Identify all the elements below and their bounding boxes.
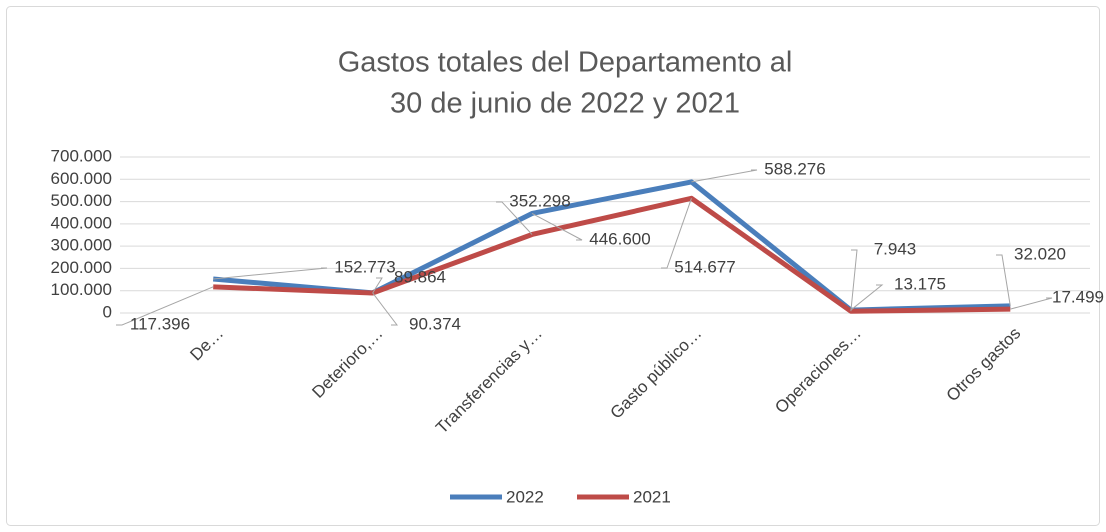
y-tick-label: 0 — [103, 302, 112, 321]
data-label: 17.499 — [1052, 287, 1104, 306]
data-label: 32.020 — [1014, 244, 1066, 263]
leader-line — [372, 292, 399, 326]
y-tick-label: 200.000 — [51, 258, 112, 277]
leader-line — [691, 169, 758, 183]
legend-label: 2022 — [506, 487, 544, 506]
leader-line — [372, 277, 383, 294]
data-label: 13.175 — [894, 274, 946, 293]
data-label: 152.773 — [334, 257, 395, 276]
y-tick-label: 300.000 — [51, 236, 112, 255]
y-tick-label: 700.000 — [51, 146, 112, 165]
leader-line — [213, 267, 328, 280]
leader-line — [661, 198, 692, 269]
data-label: 446.600 — [589, 229, 650, 248]
chart-title: Gastos totales del Departamento al — [338, 47, 793, 79]
leader-line — [996, 254, 1011, 306]
y-tick-label: 100.000 — [51, 280, 112, 299]
y-tick-label: 400.000 — [51, 213, 112, 232]
leader-line — [850, 284, 884, 311]
leader-line — [116, 286, 214, 326]
data-label: 89.864 — [394, 267, 446, 286]
legend-label: 2021 — [633, 487, 671, 506]
series-line — [213, 195, 1011, 314]
leader-line — [531, 213, 583, 241]
chart-title: 30 de junio de 2022 y 2021 — [390, 88, 740, 120]
y-tick-label: 600.000 — [51, 169, 112, 188]
data-label: 514.677 — [674, 257, 735, 276]
data-label: 90.374 — [409, 314, 461, 333]
data-label: 588.276 — [764, 159, 825, 178]
data-label: 352.298 — [509, 191, 570, 210]
leader-line — [496, 201, 533, 235]
leader-line — [850, 249, 858, 312]
y-tick-label: 500.000 — [51, 191, 112, 210]
chart-border — [6, 6, 1100, 526]
data-label: 7.943 — [874, 239, 917, 258]
data-label: 117.396 — [130, 314, 190, 333]
leader-line — [1010, 297, 1053, 310]
